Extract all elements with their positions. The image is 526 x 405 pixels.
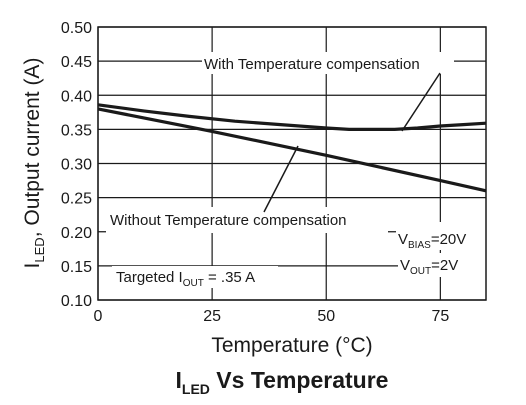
x-tick-label: 50 bbox=[317, 308, 335, 325]
series-line-without-compensation bbox=[97, 107, 487, 193]
target-rest: = .35 A bbox=[204, 269, 255, 286]
x-axis-title: Temperature (°C) bbox=[211, 334, 372, 357]
series-line-with-compensation bbox=[97, 103, 487, 131]
y-tick-label: 0.10 bbox=[61, 293, 92, 310]
y-tick-label: 0.15 bbox=[61, 259, 92, 276]
y-axis-title: ILED, Output current (A) bbox=[21, 58, 47, 269]
x-tick-label: 75 bbox=[431, 308, 449, 325]
y-tick-label: 0.30 bbox=[61, 157, 92, 174]
chart-title-rest: Vs Temperature bbox=[210, 367, 389, 393]
target-annotation: Targeted IOUT = .35 A bbox=[116, 269, 255, 289]
y-tick-label: 0.40 bbox=[61, 88, 92, 105]
plot-frame bbox=[97, 26, 487, 301]
series-lines bbox=[97, 103, 487, 193]
chart-title: ILED Vs Temperature bbox=[176, 367, 389, 397]
vbias-rest: =20V bbox=[431, 231, 466, 248]
vbias-main: V bbox=[398, 231, 408, 248]
vbias-annotation: VBIAS=20V bbox=[398, 231, 466, 251]
with-comp-leader-line bbox=[401, 72, 441, 132]
vout-sub: OUT bbox=[410, 266, 431, 277]
vout-main: V bbox=[400, 257, 410, 274]
x-tick-labels: 0 25 50 75 bbox=[94, 308, 450, 325]
series-label-without-compensation: Without Temperature compensation bbox=[110, 212, 347, 229]
target-label-bg bbox=[112, 266, 278, 288]
target-sub: OUT bbox=[183, 278, 204, 289]
vout-rest: =2V bbox=[431, 257, 458, 274]
target-main: Targeted I bbox=[116, 269, 183, 286]
vout-annotation: VOUT=2V bbox=[400, 257, 458, 277]
vout-label-bg bbox=[398, 253, 486, 277]
vbias-sub: BIAS bbox=[408, 240, 431, 251]
vbias-label-bg bbox=[396, 222, 486, 250]
y-tick-label: 0.50 bbox=[61, 20, 92, 37]
with-comp-label-bg bbox=[202, 52, 454, 74]
y-axis-title-rest: , Output current (A) bbox=[21, 58, 44, 238]
without-comp-label-bg bbox=[106, 207, 388, 233]
y-tick-label: 0.20 bbox=[61, 225, 92, 242]
y-tick-label: 0.25 bbox=[61, 191, 92, 208]
y-tick-label: 0.35 bbox=[61, 122, 92, 139]
series-label-with-compensation: With Temperature compensation bbox=[204, 56, 420, 73]
x-tick-label: 25 bbox=[203, 308, 221, 325]
y-tick-labels: 0.10 0.15 0.20 0.25 0.30 0.35 0.40 0.45 0.50 bbox=[61, 20, 92, 310]
y-axis-title-sub: LED bbox=[32, 237, 47, 262]
chart-title-sub: LED bbox=[182, 381, 210, 397]
y-axis-title-main: I bbox=[21, 263, 44, 269]
y-tick-label: 0.45 bbox=[61, 54, 92, 71]
without-comp-leader-line bbox=[263, 145, 299, 213]
chart-title-main: I bbox=[176, 367, 182, 393]
x-tick-label: 0 bbox=[94, 308, 103, 325]
